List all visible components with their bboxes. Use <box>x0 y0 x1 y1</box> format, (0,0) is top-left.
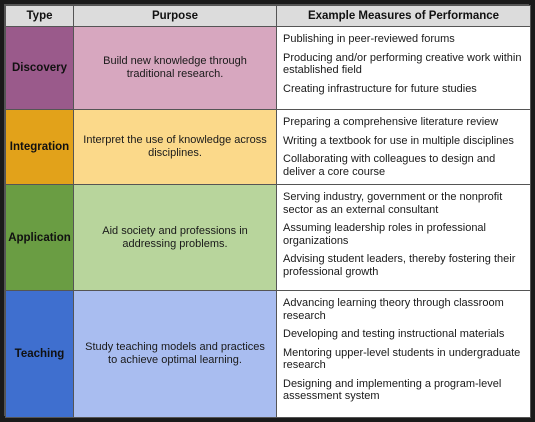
table-row-teaching: Teaching Study teaching models and pract… <box>5 290 531 418</box>
measures-cell-discovery: Publishing in peer-reviewed forums Produ… <box>276 26 531 110</box>
header-measures: Example Measures of Performance <box>276 5 531 27</box>
measure-item: Assuming leadership roles in professiona… <box>283 222 486 247</box>
measure-item: Designing and implementing a program-lev… <box>283 377 502 403</box>
scholarship-table: Type Purpose Example Measures of Perform… <box>5 5 531 418</box>
table-row-integration: Integration Interpret the use of knowled… <box>5 109 531 185</box>
type-cell-integration: Integration <box>5 109 74 185</box>
measures-cell-teaching: Advancing learning theory through classr… <box>276 290 531 418</box>
measure-item: Serving industry, government or the nonp… <box>283 191 503 216</box>
measure-item: Collaborating with colleagues to design … <box>283 153 496 178</box>
measure-item: Mentoring upper-level students in underg… <box>283 346 521 372</box>
type-cell-discovery: Discovery <box>5 26 74 110</box>
measure-item: Developing and testing instructional mat… <box>283 328 505 340</box>
purpose-cell-integration: Interpret the use of knowledge across di… <box>73 109 277 185</box>
measure-item: Advancing learning theory through classr… <box>283 297 504 322</box>
measure-item: Creating infrastructure for future studi… <box>283 82 477 95</box>
type-cell-application: Application <box>5 184 74 291</box>
measure-item: Writing a textbook for use in multiple d… <box>283 134 514 147</box>
table-row-discovery: Discovery Build new knowledge through tr… <box>5 26 531 110</box>
type-cell-teaching: Teaching <box>5 290 74 418</box>
table-row-application: Application Aid society and professions … <box>5 184 531 291</box>
purpose-cell-teaching: Study teaching models and practices to a… <box>73 290 277 418</box>
measure-item: Producing and/or performing creative wor… <box>283 51 522 77</box>
header-type: Type <box>5 5 74 27</box>
scholarship-table-frame: Type Purpose Example Measures of Perform… <box>4 4 531 418</box>
measures-cell-integration: Preparing a comprehensive literature rev… <box>276 109 531 185</box>
header-purpose: Purpose <box>73 5 277 27</box>
purpose-cell-discovery: Build new knowledge through traditional … <box>73 26 277 110</box>
purpose-cell-application: Aid society and professions in addressin… <box>73 184 277 291</box>
measure-item: Preparing a comprehensive literature rev… <box>283 116 499 128</box>
measure-item: Advising student leaders, thereby foster… <box>283 253 516 278</box>
measures-cell-application: Serving industry, government or the nonp… <box>276 184 531 291</box>
measure-item: Publishing in peer-reviewed forums <box>283 33 455 45</box>
header-row: Type Purpose Example Measures of Perform… <box>5 5 531 27</box>
